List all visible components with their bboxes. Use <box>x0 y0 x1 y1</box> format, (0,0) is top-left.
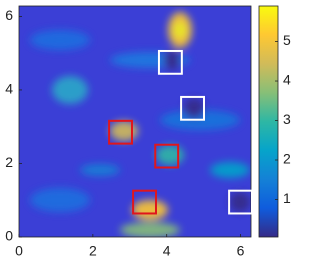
highlight-box <box>180 95 205 121</box>
y-tick-label: 2 <box>5 154 13 170</box>
colorbar-tick-label: 2 <box>283 151 291 167</box>
colorbar <box>258 5 279 238</box>
x-tick-label: 4 <box>163 243 171 259</box>
colorbar-tick-label: 4 <box>283 72 291 88</box>
colorbar-tick-label: 5 <box>283 32 291 48</box>
chart: 0 2 4 6 0 2 4 6 1 2 3 4 5 <box>5 5 291 259</box>
y-tick-label: 6 <box>5 7 13 23</box>
colorbar-tick-label: 3 <box>283 111 291 127</box>
highlight-box <box>132 189 157 215</box>
field <box>19 6 251 237</box>
highlight-box <box>228 189 253 215</box>
highlight-box <box>157 49 183 75</box>
x-tick-label: 6 <box>237 243 245 259</box>
x-tick-label: 0 <box>15 243 23 259</box>
y-tick-label: 4 <box>5 81 13 97</box>
plot-frame <box>18 5 252 238</box>
highlight-box <box>108 119 133 145</box>
x-tick-label: 2 <box>89 243 97 259</box>
y-tick-label: 0 <box>5 228 13 244</box>
colorbar-tick-label: 1 <box>283 190 291 206</box>
highlight-box <box>154 143 180 169</box>
